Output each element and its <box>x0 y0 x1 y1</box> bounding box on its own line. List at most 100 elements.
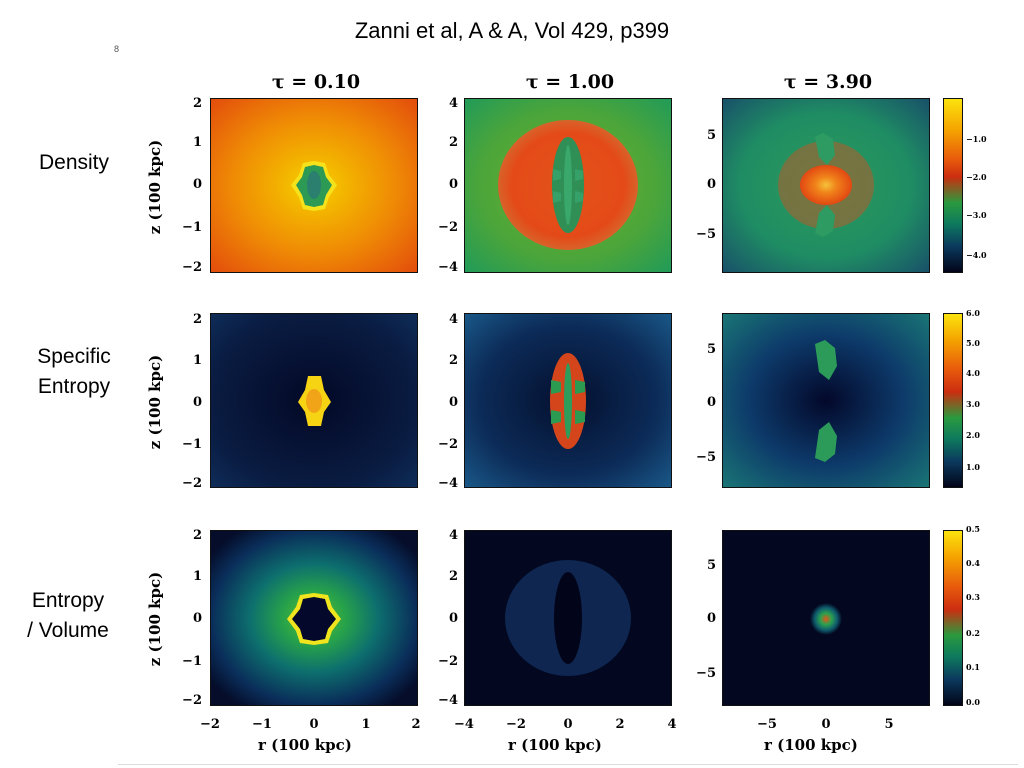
y-tick: 0 <box>192 395 202 410</box>
row-label-line: Entropy <box>31 589 105 612</box>
y-tick: 2 <box>192 312 202 327</box>
plot-density-t010 <box>210 98 418 273</box>
colorbar-density-tick: −1.0 <box>966 134 987 144</box>
y-tick: 4 <box>448 312 458 327</box>
plot-entropy-t390 <box>722 313 930 488</box>
y-tick: 0 <box>192 177 202 192</box>
colorbar-entvol <box>943 530 963 706</box>
row-label-line: Density <box>38 151 110 174</box>
y-tick: −4 <box>438 260 458 275</box>
plot-density-t100 <box>464 98 672 273</box>
x-tick: −1 <box>252 717 272 732</box>
y-tick: −5 <box>696 666 716 681</box>
y-tick: 4 <box>448 96 458 111</box>
y-tick: 2 <box>448 353 458 368</box>
row-label-entropy-volume: Entropy / Volume <box>8 586 128 646</box>
colorbar-entropy-tick: 1.0 <box>966 462 980 472</box>
plot-entvol-t010 <box>210 530 418 706</box>
colorbar-entropy-tick: 6.0 <box>966 308 980 318</box>
y-tick: −1 <box>182 220 202 235</box>
y-tick: −4 <box>438 476 458 491</box>
page-number: 8 <box>114 44 120 54</box>
x-tick: 2 <box>615 717 625 732</box>
y-tick: 0 <box>706 177 716 192</box>
tau-label-col2: τ = 1.00 <box>525 71 615 93</box>
y-tick: −2 <box>438 654 458 669</box>
entropy-map-t100 <box>465 314 671 487</box>
x-tick: 0 <box>563 717 573 732</box>
entropy-map-t010 <box>211 314 417 487</box>
x-tick: −5 <box>757 717 777 732</box>
colorbar-density <box>943 98 963 273</box>
y-tick: −5 <box>696 450 716 465</box>
y-tick: 5 <box>706 342 716 357</box>
y-tick: −2 <box>182 260 202 275</box>
y-axis-title-row1: z (100 kpc) <box>146 139 164 235</box>
x-axis-title-col3: r (100 kpc) <box>764 736 858 754</box>
y-tick: 0 <box>448 177 458 192</box>
y-tick: 1 <box>192 353 202 368</box>
colorbar-entropy-tick: 4.0 <box>966 368 980 378</box>
x-tick: 5 <box>884 717 894 732</box>
row-label-line: Specific <box>37 345 111 368</box>
density-map-t390 <box>723 99 929 272</box>
density-map-t010 <box>211 99 417 272</box>
colorbar-entropy-tick: 5.0 <box>966 338 980 348</box>
y-tick: 0 <box>448 395 458 410</box>
x-tick: −2 <box>200 717 220 732</box>
colorbar-entropy-tick: 2.0 <box>966 430 980 440</box>
colorbar-entvol-tick: 0.4 <box>966 558 980 568</box>
row-label-line: Entropy <box>37 375 111 398</box>
plot-entropy-t010 <box>210 313 418 488</box>
y-tick: 2 <box>448 569 458 584</box>
entropy-map-t390 <box>723 314 929 487</box>
row-label-density: Density <box>14 148 134 178</box>
y-tick: −5 <box>696 227 716 242</box>
x-tick: −2 <box>506 717 526 732</box>
colorbar-density-tick: −4.0 <box>966 250 987 260</box>
y-tick: 2 <box>192 528 202 543</box>
colorbar-entvol-tick: 0.1 <box>966 662 980 672</box>
y-axis-title-row2: z (100 kpc) <box>146 354 164 450</box>
x-tick: −4 <box>454 717 474 732</box>
row-label-line: / Volume <box>27 619 109 642</box>
colorbar-density-tick: −3.0 <box>966 210 987 220</box>
y-tick: 1 <box>192 135 202 150</box>
x-tick: 1 <box>361 717 371 732</box>
y-tick: −1 <box>182 654 202 669</box>
y-tick: −2 <box>438 437 458 452</box>
tau-label-col3: τ = 3.90 <box>783 71 873 93</box>
x-tick: 2 <box>411 717 421 732</box>
y-tick: 0 <box>448 611 458 626</box>
y-tick: −4 <box>438 693 458 708</box>
y-tick: 2 <box>448 135 458 150</box>
y-tick: −2 <box>182 476 202 491</box>
plot-entropy-t100 <box>464 313 672 488</box>
entvol-map-t010 <box>211 531 417 705</box>
slide-title: Zanni et al, A & A, Vol 429, p399 <box>354 18 670 43</box>
colorbar-entropy-tick: 3.0 <box>966 399 980 409</box>
y-tick: −1 <box>182 437 202 452</box>
x-axis-title-col2: r (100 kpc) <box>508 736 602 754</box>
y-tick: 5 <box>706 128 716 143</box>
row-label-specific-entropy: Specific Entropy <box>14 342 134 402</box>
x-axis-title-col1: r (100 kpc) <box>258 736 352 754</box>
colorbar-entvol-tick: 0.2 <box>966 628 980 638</box>
plot-density-t390 <box>722 98 930 273</box>
y-tick: 5 <box>706 558 716 573</box>
footer-rule <box>118 764 1018 765</box>
density-map-t100 <box>465 99 671 272</box>
entvol-map-t100 <box>465 531 671 705</box>
y-tick: 1 <box>192 569 202 584</box>
tau-label-col1: τ = 0.10 <box>271 71 361 93</box>
y-tick: 4 <box>448 528 458 543</box>
colorbar-density-tick: −2.0 <box>966 172 987 182</box>
plot-entvol-t390 <box>722 530 930 706</box>
x-tick: 0 <box>821 717 831 732</box>
y-tick: 0 <box>706 395 716 410</box>
entvol-map-t390 <box>723 531 929 705</box>
x-tick: 0 <box>309 717 319 732</box>
y-axis-title-row3: z (100 kpc) <box>146 571 164 667</box>
colorbar-entvol-tick: 0.3 <box>966 592 980 602</box>
colorbar-entvol-tick: 0.5 <box>966 524 980 534</box>
